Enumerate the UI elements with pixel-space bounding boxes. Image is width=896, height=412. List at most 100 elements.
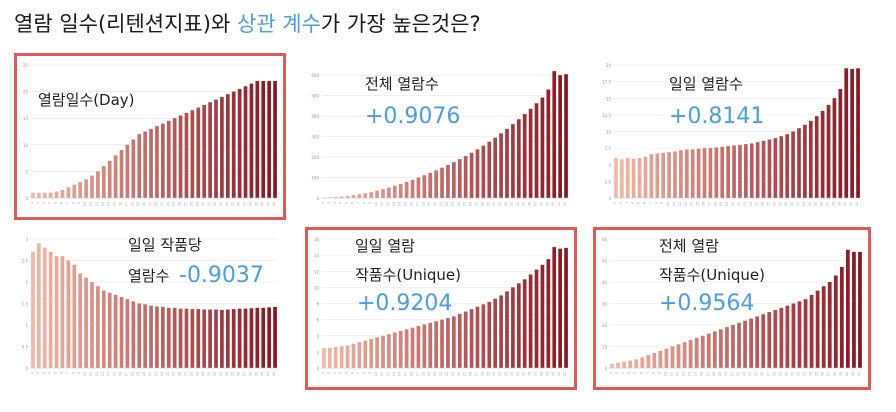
bar: [844, 68, 849, 198]
bar: [469, 309, 474, 368]
y-tick-label: 10: [602, 345, 608, 350]
title-part2: 가 가장 높은것은?: [320, 12, 481, 36]
bar: [457, 159, 462, 198]
x-tick-label: 6: [350, 372, 354, 374]
bar: [42, 192, 47, 198]
x-tick-label: 14: [107, 202, 111, 206]
y-tick-label: 0: [604, 366, 607, 371]
bar: [631, 158, 636, 198]
x-tick-label: 31: [790, 372, 794, 376]
bar: [119, 150, 124, 198]
x-tick-label: 20: [724, 372, 728, 376]
bar: [387, 334, 391, 368]
bar: [558, 248, 562, 368]
x-tick-label: 4: [339, 372, 343, 374]
x-tick-label: 27: [766, 202, 770, 206]
bar: [487, 141, 492, 198]
bar: [113, 155, 118, 198]
x-tick-label: 35: [814, 202, 818, 206]
bar: [333, 196, 338, 198]
bar: [220, 309, 224, 368]
bar: [149, 305, 153, 368]
x-tick-label: 41: [557, 202, 561, 206]
x-tick-label: 26: [761, 202, 765, 206]
bar: [255, 80, 260, 198]
x-tick-label: 37: [534, 202, 538, 206]
x-tick-label: 25: [172, 202, 176, 206]
x-tick-label: 17: [707, 202, 711, 206]
x-tick-label: 23: [451, 202, 455, 206]
x-tick-label: 39: [545, 372, 549, 376]
x-tick-label: 18: [712, 372, 716, 376]
bar: [72, 184, 77, 198]
bar: [101, 290, 106, 368]
x-tick-label: 28: [189, 202, 193, 206]
x-tick-label: 31: [207, 372, 211, 376]
y-tick-label: 60: [602, 237, 608, 242]
bar: [791, 303, 796, 368]
y-tick-label: 600: [311, 73, 319, 78]
bar: [737, 322, 741, 368]
bar: [664, 348, 669, 368]
bar: [161, 123, 165, 198]
x-tick-label: 30: [784, 372, 788, 376]
bar: [369, 338, 374, 368]
x-tick-label: 42: [272, 372, 276, 376]
bar: [499, 295, 503, 368]
bar: [172, 118, 177, 198]
x-tick-label: 5: [54, 202, 58, 204]
bar: [661, 152, 666, 198]
x-tick-label: 35: [231, 202, 235, 206]
bar: [522, 114, 527, 198]
x-tick-label: 23: [160, 202, 164, 206]
x-tick-label: 9: [660, 202, 664, 204]
x-tick-label: 17: [706, 372, 710, 376]
x-tick-label: 39: [837, 202, 841, 206]
x-tick-label: 1: [321, 202, 325, 204]
x-tick-label: 29: [778, 372, 782, 376]
bar: [779, 307, 784, 368]
x-tick-label: 26: [178, 202, 182, 206]
y-tick-label: 100: [311, 176, 319, 181]
bar: [78, 273, 83, 368]
x-tick-label: 10: [663, 372, 667, 376]
x-tick-label: 23: [742, 372, 746, 376]
bar: [637, 158, 642, 198]
x-tick-label: 4: [48, 202, 52, 204]
bar: [178, 308, 183, 368]
bar: [670, 346, 675, 368]
chart-panel-daily-views: 0 2.5 5 7.5 10 12.5 15 17.5 20 1 2 3 4 5 6 7 8 9 10 11 12 13 1…: [597, 53, 869, 220]
y-tick-label: 15: [23, 116, 29, 121]
x-tick-label: 13: [682, 372, 686, 376]
x-tick-label: 15: [113, 202, 117, 206]
x-tick-label: 38: [539, 372, 543, 376]
bar: [37, 243, 41, 368]
bar: [398, 330, 403, 368]
bar: [339, 196, 344, 198]
x-tick-label: 37: [827, 372, 831, 376]
bar: [137, 303, 142, 368]
x-tick-label: 31: [207, 202, 211, 206]
bar: [328, 347, 332, 368]
x-tick-label: 7: [356, 202, 360, 204]
bar: [237, 308, 242, 368]
bar: [700, 335, 705, 368]
bar: [261, 80, 266, 198]
x-tick-label: 13: [101, 202, 105, 206]
x-tick-label: 27: [183, 372, 187, 376]
y-tick-label: 1.5: [22, 302, 29, 307]
bar: [528, 108, 533, 198]
bar: [66, 260, 71, 368]
x-tick-label: 33: [803, 372, 807, 376]
chart-panel-views-per-title: 0 0.5 1 1.5 2 2.5 3 1 2 3 4 5 6 7 8 9 10 11 12 13 14 15 16 17 18…: [14, 227, 286, 390]
bar: [564, 74, 568, 198]
x-tick-label: 23: [451, 372, 455, 376]
bar: [387, 187, 391, 198]
bar: [667, 152, 671, 198]
bar: [369, 192, 374, 198]
bar: [826, 104, 831, 198]
y-tick-label: 10: [314, 285, 320, 290]
bar: [505, 128, 509, 198]
x-tick-label: 7: [65, 372, 69, 374]
panel-label-3: 일일 열람수: [669, 75, 743, 93]
